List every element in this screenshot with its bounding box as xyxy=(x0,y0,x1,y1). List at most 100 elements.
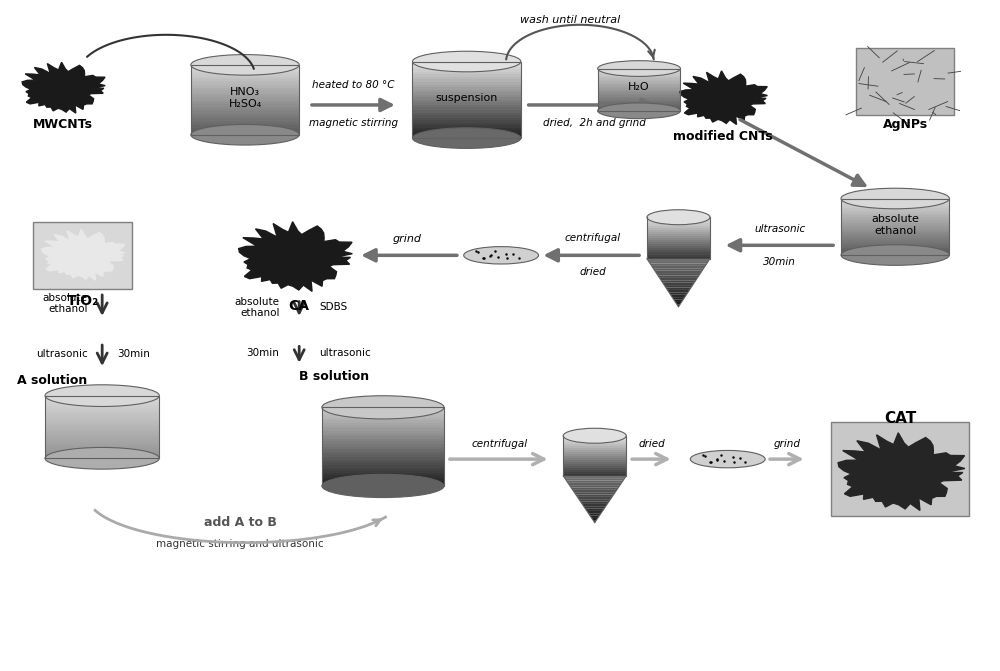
Polygon shape xyxy=(191,127,299,130)
Polygon shape xyxy=(322,433,444,436)
Polygon shape xyxy=(672,297,685,299)
Polygon shape xyxy=(598,95,680,97)
Polygon shape xyxy=(45,427,159,429)
Polygon shape xyxy=(322,468,444,470)
Polygon shape xyxy=(571,488,618,490)
Polygon shape xyxy=(647,236,710,238)
Text: absolute
ethanol: absolute ethanol xyxy=(871,215,919,236)
Polygon shape xyxy=(191,72,299,74)
Polygon shape xyxy=(412,74,521,77)
Polygon shape xyxy=(191,100,299,102)
Polygon shape xyxy=(191,119,299,121)
Polygon shape xyxy=(191,107,299,109)
Polygon shape xyxy=(585,509,604,511)
Polygon shape xyxy=(598,91,680,93)
Polygon shape xyxy=(191,79,299,81)
Polygon shape xyxy=(598,89,680,90)
Polygon shape xyxy=(841,250,949,251)
Polygon shape xyxy=(587,511,603,513)
Polygon shape xyxy=(412,113,521,115)
Polygon shape xyxy=(598,107,680,108)
Polygon shape xyxy=(191,130,299,132)
Polygon shape xyxy=(191,88,299,91)
FancyBboxPatch shape xyxy=(33,222,132,289)
Text: ultrasonic: ultrasonic xyxy=(754,224,806,234)
Polygon shape xyxy=(322,431,444,433)
Polygon shape xyxy=(841,221,949,223)
Polygon shape xyxy=(598,68,680,70)
Polygon shape xyxy=(191,65,299,67)
Polygon shape xyxy=(598,99,680,101)
Ellipse shape xyxy=(841,245,949,265)
Polygon shape xyxy=(590,515,599,518)
Polygon shape xyxy=(45,425,159,427)
Polygon shape xyxy=(661,280,696,282)
Polygon shape xyxy=(45,433,159,435)
Polygon shape xyxy=(239,221,352,291)
Ellipse shape xyxy=(45,448,159,469)
Polygon shape xyxy=(563,458,626,460)
Polygon shape xyxy=(598,70,680,71)
Polygon shape xyxy=(191,83,299,86)
Polygon shape xyxy=(655,270,702,273)
Polygon shape xyxy=(191,105,299,107)
Ellipse shape xyxy=(412,51,521,72)
Text: SDBS: SDBS xyxy=(319,303,347,313)
Polygon shape xyxy=(647,240,710,242)
Polygon shape xyxy=(598,94,680,95)
Polygon shape xyxy=(647,244,710,246)
Polygon shape xyxy=(322,423,444,425)
Polygon shape xyxy=(191,91,299,93)
Polygon shape xyxy=(647,234,710,236)
Polygon shape xyxy=(322,410,444,413)
Polygon shape xyxy=(647,221,710,223)
Polygon shape xyxy=(598,71,680,72)
Polygon shape xyxy=(45,406,159,408)
Polygon shape xyxy=(322,465,444,468)
Polygon shape xyxy=(412,77,521,79)
Polygon shape xyxy=(322,428,444,431)
Polygon shape xyxy=(841,204,949,206)
Polygon shape xyxy=(568,483,622,485)
Polygon shape xyxy=(598,79,680,80)
Polygon shape xyxy=(322,483,444,486)
Text: MWCNTs: MWCNTs xyxy=(33,118,93,132)
Polygon shape xyxy=(45,435,159,437)
Polygon shape xyxy=(322,478,444,480)
Polygon shape xyxy=(841,242,949,244)
Polygon shape xyxy=(191,70,299,72)
Polygon shape xyxy=(45,446,159,448)
Polygon shape xyxy=(322,454,444,457)
Polygon shape xyxy=(412,107,521,110)
Polygon shape xyxy=(660,278,697,280)
Polygon shape xyxy=(412,66,521,69)
Polygon shape xyxy=(45,413,159,415)
Polygon shape xyxy=(841,212,949,213)
Ellipse shape xyxy=(464,247,539,264)
Polygon shape xyxy=(582,504,607,506)
Text: centrifugal: centrifugal xyxy=(565,234,621,244)
Polygon shape xyxy=(563,444,626,446)
Polygon shape xyxy=(574,493,615,495)
Polygon shape xyxy=(841,225,949,227)
Polygon shape xyxy=(22,62,105,113)
Polygon shape xyxy=(563,450,626,452)
Polygon shape xyxy=(841,202,949,204)
Polygon shape xyxy=(647,217,710,219)
Text: heated to 80 °C: heated to 80 °C xyxy=(312,80,395,90)
Polygon shape xyxy=(656,273,701,276)
Polygon shape xyxy=(322,480,444,483)
Polygon shape xyxy=(593,520,596,523)
Polygon shape xyxy=(841,236,949,238)
Polygon shape xyxy=(647,250,710,252)
Polygon shape xyxy=(598,77,680,79)
Polygon shape xyxy=(598,84,680,85)
Polygon shape xyxy=(841,215,949,217)
Polygon shape xyxy=(191,74,299,76)
Polygon shape xyxy=(563,442,626,444)
Polygon shape xyxy=(671,295,686,297)
Polygon shape xyxy=(45,421,159,423)
Polygon shape xyxy=(598,72,680,74)
Polygon shape xyxy=(42,229,125,280)
Polygon shape xyxy=(322,460,444,462)
